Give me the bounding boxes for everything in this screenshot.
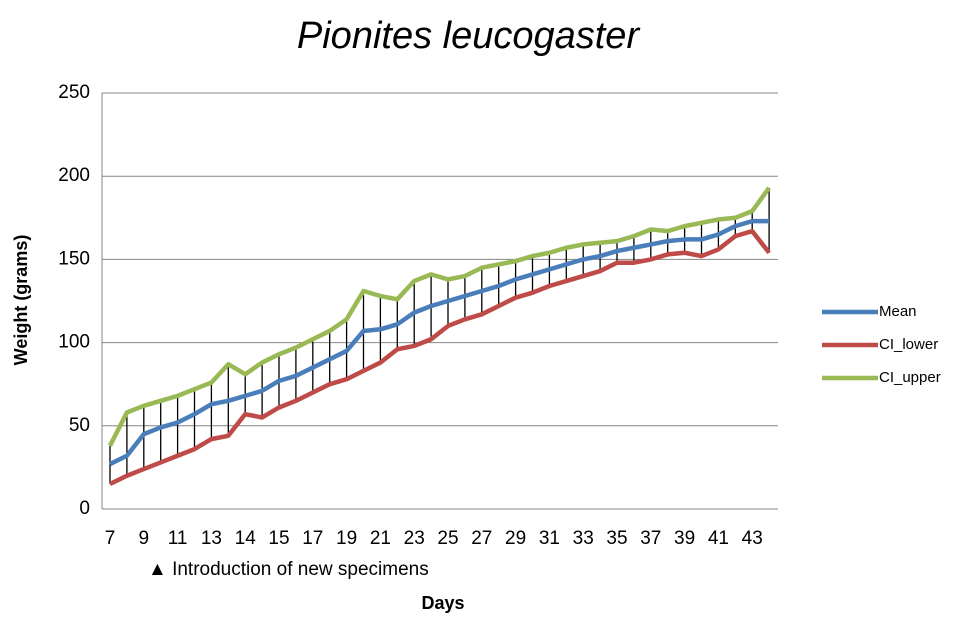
y-tick-label: 150	[58, 248, 90, 269]
x-tick-label: 41	[708, 528, 729, 549]
x-tick-label: 35	[606, 528, 627, 549]
x-tick-label: 9	[139, 528, 150, 549]
series-line	[109, 218, 770, 467]
y-tick-label: 100	[58, 332, 90, 353]
x-tick-label: 23	[404, 528, 425, 549]
chart-title: Pionites leucogaster	[297, 15, 641, 57]
series-line	[109, 228, 771, 487]
annotation: ▲ Introduction of new specimens	[148, 559, 429, 580]
x-tick-label: 33	[573, 528, 594, 549]
y-tick-label: 200	[58, 165, 90, 186]
x-tick-label: 37	[640, 528, 661, 549]
x-tick-label: 21	[370, 528, 391, 549]
x-axis-title: Days	[421, 593, 464, 613]
x-tick-label: 13	[201, 528, 222, 549]
legend-label: CI_lower	[879, 336, 938, 353]
x-tick-label: 43	[742, 528, 763, 549]
x-tick-label: 17	[302, 528, 323, 549]
y-axis-title: Weight (grams)	[11, 235, 31, 366]
y-tick-label: 0	[79, 498, 90, 519]
y-tick-label: 250	[58, 82, 90, 103]
legend-label: Mean	[879, 303, 917, 320]
x-tick-label: 39	[674, 528, 695, 549]
x-tick-label: 31	[539, 528, 560, 549]
x-tick-label: 11	[168, 528, 188, 549]
x-tick-label: 25	[437, 528, 458, 549]
x-tick-label: 29	[505, 528, 526, 549]
x-tick-label: 7	[105, 528, 116, 549]
x-tick-label: 15	[268, 528, 289, 549]
x-tick-label: 14	[235, 528, 257, 549]
y-tick-label: 50	[69, 415, 90, 436]
series-line	[107, 186, 771, 447]
x-tick-label: 27	[471, 528, 492, 549]
x-tick-label: 19	[336, 528, 357, 549]
legend-label: CI_upper	[879, 369, 941, 386]
